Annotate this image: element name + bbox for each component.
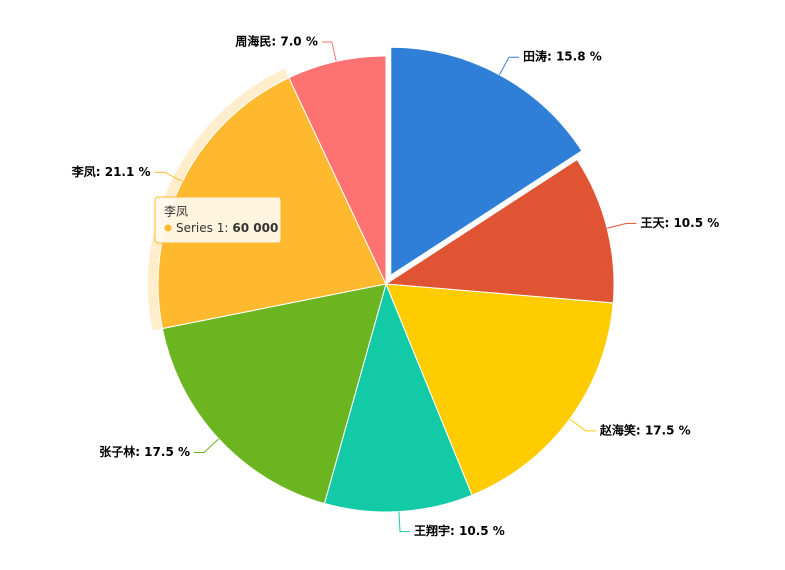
label-connector xyxy=(194,438,220,453)
label-connector xyxy=(606,222,637,229)
pie-slice xyxy=(390,46,583,277)
tooltip-series: Series 1: xyxy=(176,221,228,235)
hover-halo xyxy=(147,68,289,331)
label-connector xyxy=(569,418,596,432)
data-label: 王天: 10.5 % xyxy=(640,216,719,230)
data-label: 田涛: 15.8 % xyxy=(523,49,602,64)
data-labels: 田涛: 15.8 % 王天: 10.5 % 赵海笑: 17.5 % 王翔宇: 10.5… xyxy=(71,33,720,538)
tooltip-box xyxy=(154,196,282,244)
tooltip-dot xyxy=(164,224,172,232)
data-label: 李凤: 21.1 % xyxy=(71,164,151,179)
label-connector xyxy=(499,56,519,76)
data-label: 张子林: 17.5 % xyxy=(99,444,190,459)
label-connector xyxy=(154,171,183,182)
data-label: 王翔宇: 10.5 % xyxy=(414,523,505,538)
data-label: 赵海笑: 17.5 % xyxy=(599,422,691,437)
pie-slice xyxy=(288,55,387,285)
label-connector xyxy=(398,511,411,533)
data-label: 周海民: 7.0 % xyxy=(235,33,317,48)
tooltip-value: 60 000 xyxy=(232,221,278,235)
pie-slice xyxy=(385,283,614,496)
tooltip-body: Series 1: 60 000 xyxy=(176,221,278,235)
tooltip: 李凤 Series 1: 60 000 xyxy=(154,196,282,244)
tooltip-title: 李凤 xyxy=(164,204,188,219)
pie-slice xyxy=(161,283,387,505)
pie-slice xyxy=(323,282,473,513)
label-connector xyxy=(321,41,337,62)
pie xyxy=(147,46,615,513)
